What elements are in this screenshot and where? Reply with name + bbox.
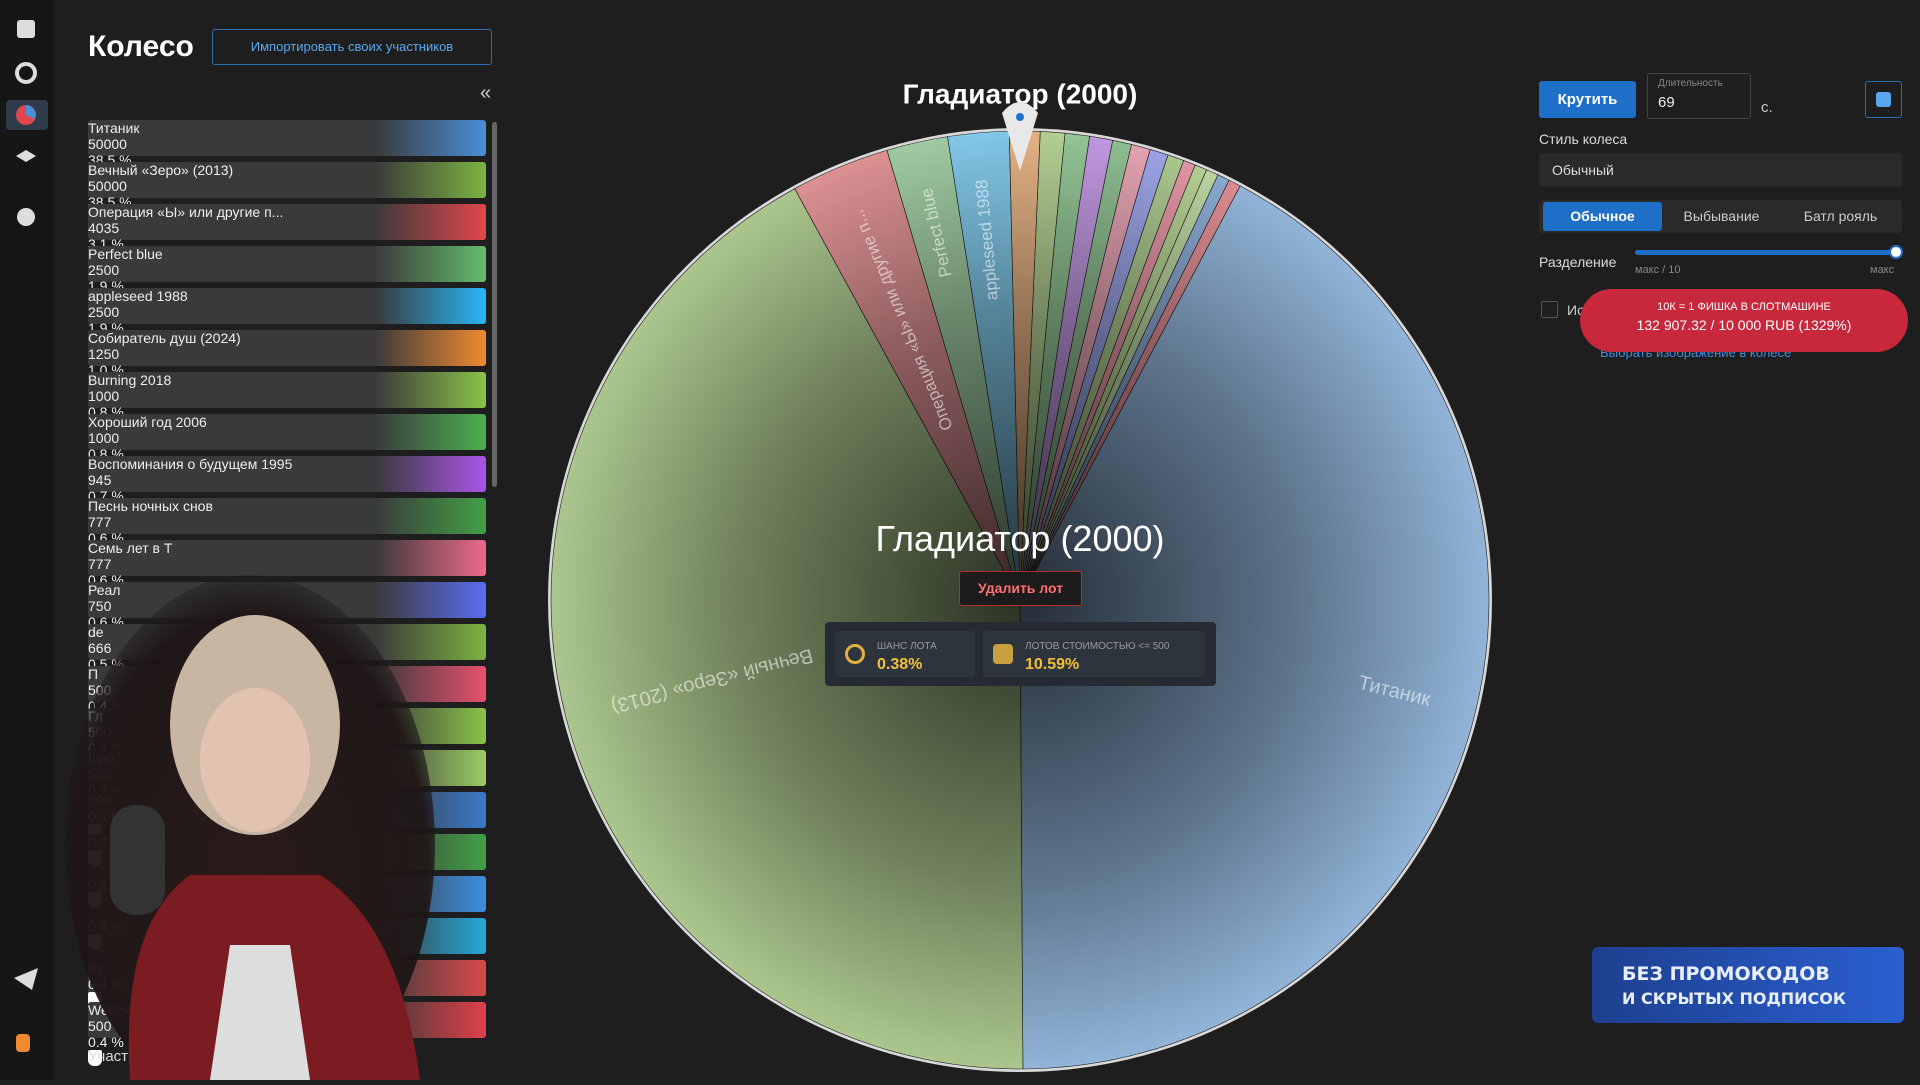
donation-badge: 10К = 1 ФИШКА В СЛОТМАШИНЕ 132 907.32 / … — [1580, 289, 1908, 352]
participant-row[interactable]: Perfect blue 2500 1.9 % — [88, 246, 486, 310]
participant-row[interactable]: Воспоминания о будущем 1995 945 0.7 % — [88, 456, 486, 520]
participant-amount: 750 — [88, 598, 112, 614]
sidebar-icons — [6, 20, 48, 1052]
participant-amount: 777 — [88, 556, 112, 572]
style-tab[interactable]: Обычное — [1543, 202, 1662, 231]
webcam-face — [200, 688, 310, 832]
participant-amount: 4035 — [88, 220, 120, 236]
participant-row[interactable]: Титаник 50000 38.5 % — [88, 120, 486, 184]
spin-button[interactable]: Крутить — [1539, 81, 1636, 118]
scrollbar — [492, 122, 497, 487]
participant-name: Титаник — [88, 120, 140, 136]
sidebar — [0, 0, 54, 1080]
random-button[interactable] — [1865, 81, 1902, 118]
participant-percent: 0.4 % — [88, 1034, 124, 1050]
participant-row[interactable]: Хороший год 2006 1000 0.8 % — [88, 414, 486, 478]
icon-logo[interactable] — [16, 1034, 30, 1052]
participant-name: Perfect blue — [88, 246, 163, 262]
promo-banner: БЕЗ ПРОМОКОДОВ И СКРЫТЫХ ПОДПИСОК — [1592, 947, 1904, 1023]
participant-name: Операция «Ы» или другие п... — [88, 204, 284, 220]
duration-value: 69 — [1658, 94, 1675, 111]
slider-min: макс / 10 — [1635, 264, 1681, 276]
participant-name: de — [88, 624, 104, 640]
participant-name: Воспоминания о будущем 1995 — [88, 456, 293, 472]
style-select[interactable]: Обычный — [1539, 153, 1902, 187]
icon-auction[interactable] — [17, 20, 35, 38]
page-title: Колесо — [88, 30, 194, 63]
participant-name: П — [88, 666, 99, 682]
duration-label: Длительность — [1658, 78, 1723, 89]
participant-amount: 1000 — [88, 430, 120, 446]
slider-track[interactable] — [1635, 250, 1896, 255]
pointer-dot — [1016, 113, 1024, 121]
icon-settings[interactable] — [15, 62, 37, 84]
participant-name: Хороший год 2006 — [88, 414, 207, 430]
wheel-pointer — [1002, 102, 1038, 171]
slider-thumb[interactable] — [1889, 245, 1903, 259]
icon-telegram[interactable] — [14, 968, 38, 990]
stat-label: ШАНС ЛОТА — [877, 641, 937, 652]
participant-name: Собиратель душ (2024) — [88, 330, 241, 346]
stats-box: ШАНС ЛОТА 0.38% ЛОТОВ СТОИМОСТЬЮ <= 500 … — [825, 622, 1216, 686]
slider-max: макс — [1870, 264, 1895, 276]
style-value: Обычный — [1552, 162, 1614, 178]
participant-row[interactable]: Операция «Ы» или другие п... 4035 3.1 % — [88, 204, 486, 268]
participant-amount: 666 — [88, 640, 112, 656]
dice-icon — [1876, 92, 1891, 107]
participant-amount: 2500 — [88, 262, 120, 278]
badge-line2: 132 907.32 / 10 000 RUB (1329%) — [1636, 317, 1852, 333]
split-label: Разделение — [1539, 254, 1617, 270]
participant-amount: 945 — [88, 472, 112, 488]
participant-amount: 2500 — [88, 304, 120, 320]
participant-amount: 50000 — [88, 136, 127, 152]
participant-row[interactable]: Песнь ночных снов 777 0.6 % — [88, 498, 486, 562]
icon-help[interactable] — [17, 208, 35, 226]
import-button[interactable]: Импортировать своих участников — [212, 29, 492, 65]
participant-amount: 500 — [88, 1018, 112, 1034]
participant-name: appleseed 1988 — [88, 288, 188, 304]
participant-row[interactable]: Вечный «Зеро» (2013) 50000 38.5 % — [88, 162, 486, 226]
stat-chance: ШАНС ЛОТА 0.38% — [835, 631, 975, 677]
webcam-overlay — [60, 545, 440, 1085]
winner-center: Гладиатор (2000) — [875, 518, 1165, 559]
style-tab[interactable]: Выбывание — [1683, 208, 1760, 224]
banner-line2: И СКРЫТЫХ ПОДПИСОК — [1622, 989, 1846, 1008]
participant-name: Burning 2018 — [88, 372, 172, 388]
participant-amount: 50000 — [88, 178, 127, 194]
icon-wheel-part — [26, 105, 36, 119]
participant-name: Семь лет в Т — [88, 540, 173, 556]
stat-value: 10.59% — [1025, 656, 1080, 673]
delete-button[interactable]: Удалить лот — [959, 571, 1082, 606]
banner-line1: БЕЗ ПРОМОКОДОВ — [1622, 963, 1830, 985]
stat-icon — [845, 644, 865, 664]
participant-row[interactable]: Собиратель душ (2024) 1250 1.0 % — [88, 330, 486, 394]
checkbox[interactable] — [1541, 301, 1558, 318]
participant-amount: 777 — [88, 514, 112, 530]
participant-row[interactable]: Burning 2018 1000 0.8 % — [88, 372, 486, 436]
collapse-button[interactable]: « — [480, 82, 492, 104]
webcam-tshirt — [210, 945, 310, 1080]
trophy-icon[interactable] — [88, 1050, 102, 1066]
participant-row[interactable]: appleseed 1988 2500 1.9 % — [88, 288, 486, 352]
style-tab[interactable]: Батл рояль — [1803, 208, 1878, 224]
stat-label: ЛОТОВ СТОИМОСТЬЮ <= 500 — [1025, 641, 1170, 652]
webcam-mic — [110, 805, 165, 915]
stat-cheap: ЛОТОВ СТОИМОСТЬЮ <= 500 10.59% — [983, 631, 1205, 677]
participant-name: Песнь ночных снов — [88, 498, 213, 514]
duration-field[interactable]: Длительность 69 — [1647, 73, 1751, 119]
participant-name: Реал — [88, 582, 121, 598]
duration-unit: с. — [1761, 99, 1773, 116]
badge-line1: 10К = 1 ФИШКА В СЛОТМАШИНЕ — [1657, 301, 1831, 313]
participant-amount: 1250 — [88, 346, 120, 362]
participant-amount: 1000 — [88, 388, 120, 404]
participant-name: Вечный «Зеро» (2013) — [88, 162, 234, 178]
stat-icon — [993, 644, 1013, 664]
icon-layers[interactable] — [16, 150, 36, 162]
stat-value: 0.38% — [877, 656, 923, 673]
style-label: Стиль колеса — [1539, 131, 1628, 147]
webcam-shape — [65, 575, 435, 1085]
